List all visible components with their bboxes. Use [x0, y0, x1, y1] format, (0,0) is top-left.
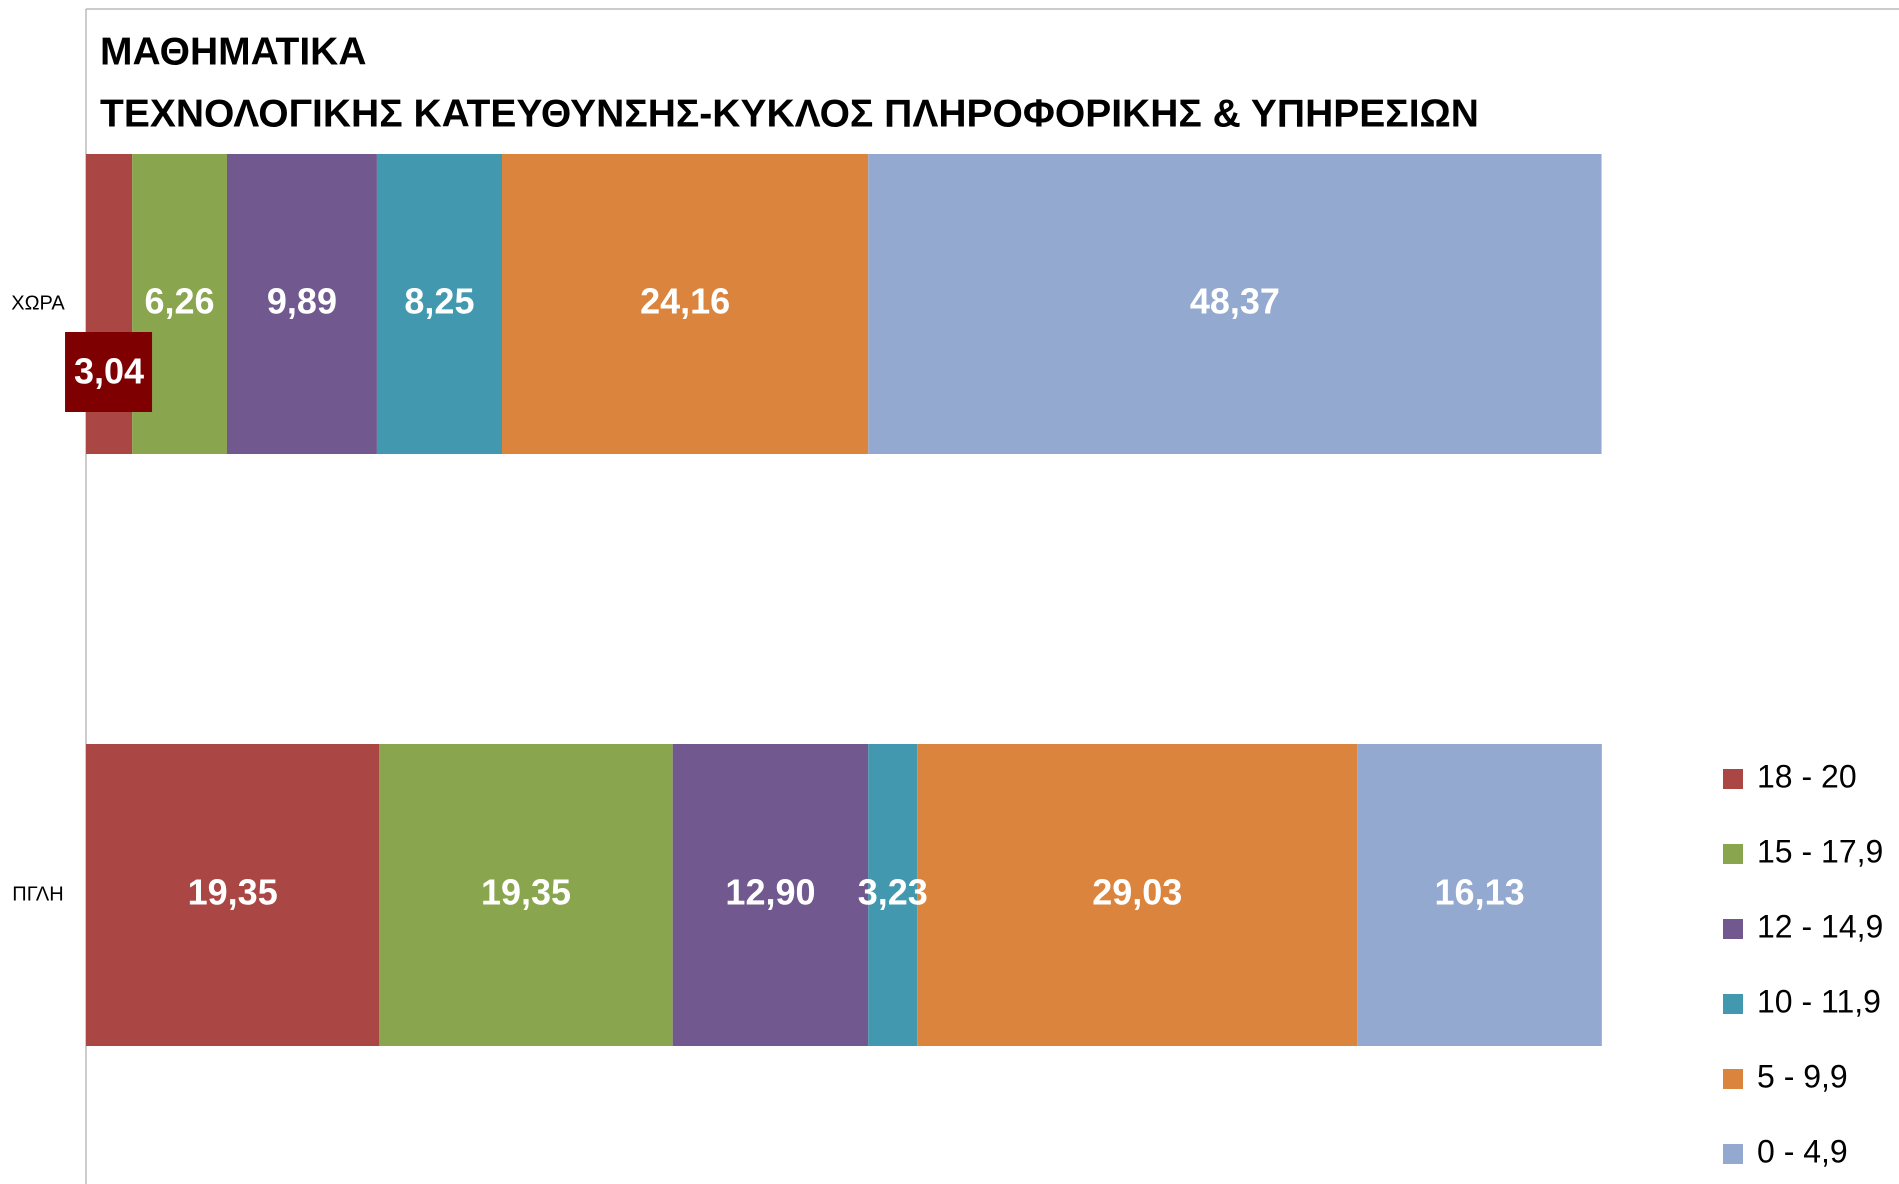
- legend-swatch: [1723, 919, 1743, 939]
- legend-swatch: [1723, 844, 1743, 864]
- bar-segment: [868, 154, 1602, 454]
- legend-swatch: [1723, 994, 1743, 1014]
- chart-subtitle: ΤΕΧΝΟΛΟΓΙΚΗΣ ΚΑΤΕΥΘΥΝΣΗΣ-ΚΥΚΛΟΣ ΠΛΗΡΟΦΟΡ…: [100, 92, 1479, 135]
- category-label: ΠΓΛΗ: [12, 883, 63, 905]
- legend-label: 12 - 14,9: [1757, 908, 1883, 944]
- legend-swatch: [1723, 1069, 1743, 1089]
- data-label: 3,23: [858, 872, 928, 913]
- data-label: 3,04: [74, 351, 144, 392]
- legend-label: 18 - 20: [1757, 758, 1857, 794]
- data-label: 6,26: [144, 281, 214, 322]
- legend-swatch: [1723, 769, 1743, 789]
- legend-swatch: [1723, 1144, 1743, 1164]
- bar-segment: [1357, 744, 1602, 1046]
- category-label: ΧΩΡΑ: [11, 292, 65, 314]
- legend-label: 15 - 17,9: [1757, 833, 1883, 869]
- legend-label: 0 - 4,9: [1757, 1133, 1848, 1169]
- bar-segment: [379, 744, 673, 1046]
- legend-label: 10 - 11,9: [1757, 983, 1881, 1019]
- bar-segment: [917, 744, 1358, 1046]
- data-label: 24,16: [640, 281, 730, 322]
- data-label-box: [65, 332, 153, 412]
- data-label: 12,90: [725, 872, 815, 913]
- bar-segment: [501, 154, 869, 454]
- bar-segment: [226, 154, 377, 454]
- data-label: 29,03: [1092, 872, 1182, 913]
- bar-segment: [86, 744, 380, 1046]
- data-label: 16,13: [1435, 872, 1525, 913]
- data-label: 9,89: [267, 281, 337, 322]
- data-label: 19,35: [188, 872, 278, 913]
- bar-segment: [868, 744, 918, 1046]
- bar-segment: [376, 154, 502, 454]
- chart-title: ΜΑΘΗΜΑΤΙΚΑ: [100, 30, 367, 73]
- data-label: 19,35: [481, 872, 571, 913]
- bar-segment: [672, 744, 869, 1046]
- legend-label: 5 - 9,9: [1757, 1058, 1848, 1094]
- data-label: 8,25: [404, 281, 474, 322]
- data-label: 48,37: [1190, 281, 1280, 322]
